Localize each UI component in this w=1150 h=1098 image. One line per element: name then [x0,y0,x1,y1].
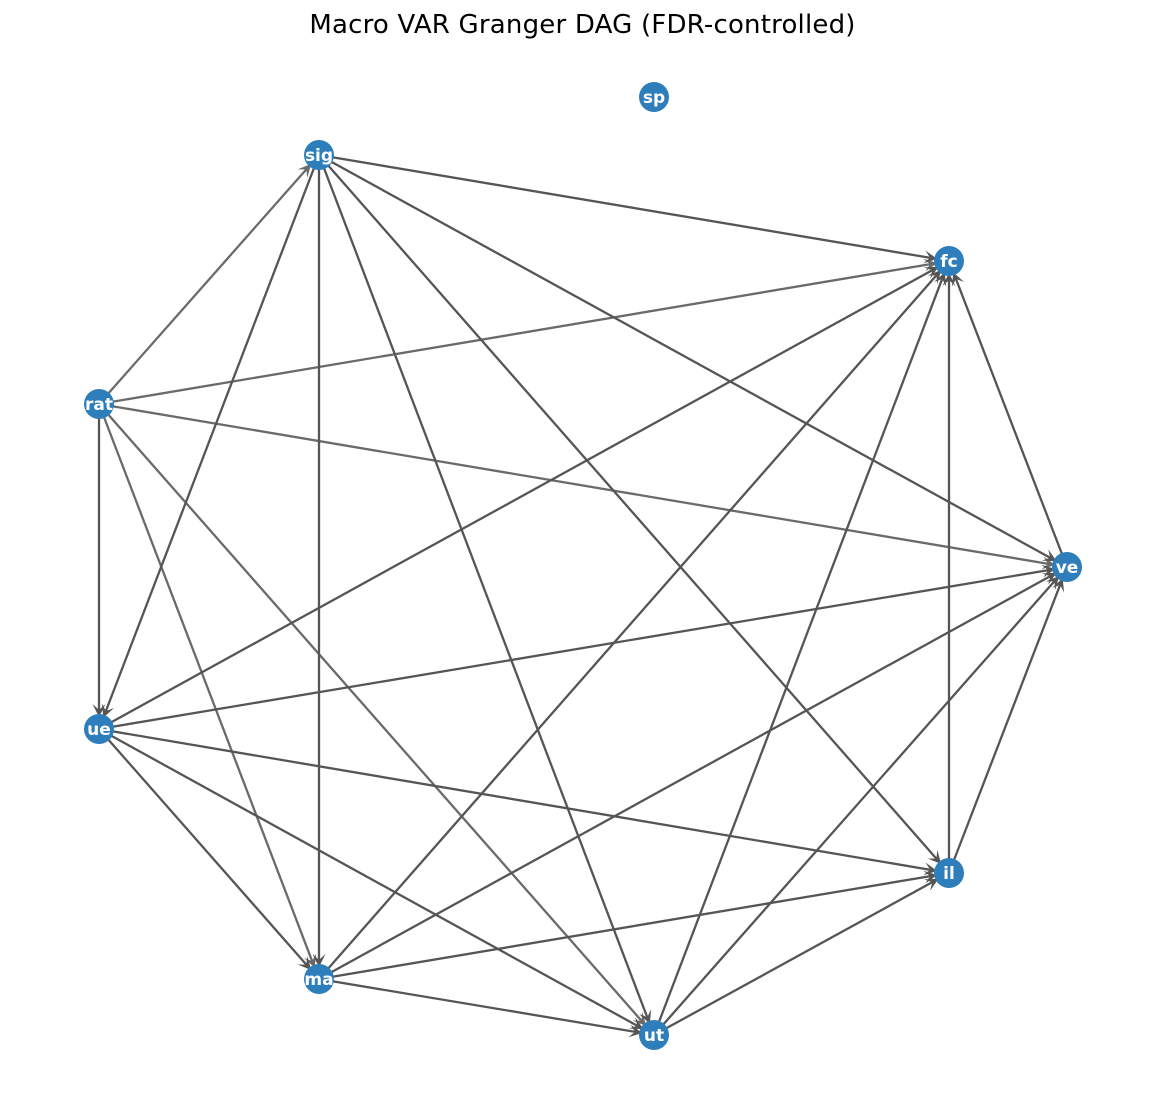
arrowhead-rat-to-ve [1041,556,1056,570]
edge-ut-to-ve [652,574,1061,1037]
arrowhead-sig-to-ue [101,703,115,718]
node-ut[interactable]: ut [639,1020,669,1050]
arrowhead-ut-to-il [923,878,939,891]
node-il[interactable]: il [934,858,964,888]
node-circle-ve [1052,552,1082,582]
edge-il-to-ve [947,577,1064,875]
node-circle-ma [304,964,334,994]
node-ma[interactable]: ma [304,964,334,994]
arrowhead-sig-to-ut [639,1009,652,1024]
arrowhead-rat-to-fc [923,258,938,272]
arrowhead-sig-to-il [927,849,942,864]
edges-layer [97,153,1069,1037]
edge-ue-to-ve [97,567,1057,731]
edge-ue-to-fc [97,265,940,731]
edge-ue-to-ut [97,727,645,1031]
arrowhead-ue-to-il [923,862,938,876]
arrowhead-rat-to-ma [303,953,317,968]
edge-ma-to-fc [317,268,943,981]
edge-ma-to-ut [317,977,644,1035]
node-fc[interactable]: fc [934,246,964,276]
nodes-layer: sp sig fc rat ve ue il ma ut [84,82,1082,1050]
arrowhead-ue-to-ve [1041,564,1056,578]
edge-rat-to-ut [97,402,648,1028]
arrowhead-rat-to-ue [92,704,106,717]
node-ue[interactable]: ue [84,714,114,744]
arrowhead-ue-to-fc [923,266,939,279]
edge-rat-to-ma [97,402,316,969]
node-label-fc: fc [940,252,957,272]
edge-ma-to-il [317,873,939,981]
node-ve[interactable]: ve [1052,552,1082,582]
edge-sig-to-ve [317,153,1058,563]
arrowhead-ue-to-ut [628,1017,644,1030]
node-circle-fc [934,246,964,276]
arrowhead-ue-to-ma [297,955,312,970]
edge-ut-to-il [652,877,940,1037]
arrowhead-sig-to-ma [312,954,326,967]
arrowhead-ma-to-ut [628,1024,643,1038]
edge-ve-to-fc [952,271,1069,569]
node-label-ma: ma [304,970,333,990]
edge-ue-to-ma [97,727,313,972]
arrowheads-layer [92,163,1065,1038]
arrowhead-rat-to-sig [297,163,312,179]
edge-sig-to-ut [317,153,651,1025]
node-label-ve: ve [1056,558,1079,578]
edge-rat-to-ve [97,402,1057,567]
arrowhead-ut-to-fc [934,272,947,287]
arrowhead-ut-to-ve [1045,575,1060,591]
node-label-sig: sig [305,146,333,166]
node-label-ue: ue [87,720,111,740]
node-circle-il [934,858,964,888]
edge-rat-to-fc [97,261,939,406]
node-spread[interactable]: sp [639,82,669,112]
node-circle-sig [304,140,334,170]
edge-sig-to-il [317,153,943,866]
node-circle-spread [639,82,669,112]
arrowhead-ma-to-ve [1041,572,1057,585]
arrowhead-sig-to-fc [923,250,938,264]
arrowhead-ma-to-il [923,870,938,884]
node-circle-rat [84,389,114,419]
arrowhead-il-to-ve [1051,578,1065,593]
node-circle-ue [84,714,114,744]
node-rat[interactable]: rat [84,389,114,419]
node-sig[interactable]: sig [304,140,334,170]
node-label-spread: sp [643,88,665,108]
node-label-il: il [943,864,955,884]
edge-rat-to-sig [97,162,313,406]
graph-title: Macro VAR Granger DAG (FDR-controlled) [309,10,856,40]
node-circle-ut [639,1020,669,1050]
node-label-rat: rat [85,395,113,415]
arrowhead-sig-to-ve [1041,549,1057,562]
edge-sig-to-ue [102,153,321,719]
edge-ut-to-fc [652,271,946,1037]
edge-ue-to-il [97,727,939,873]
edge-sig-to-fc [317,153,939,261]
arrowhead-ve-to-fc [951,272,965,287]
edge-ma-to-ve [317,571,1058,981]
node-label-ut: ut [644,1026,664,1046]
